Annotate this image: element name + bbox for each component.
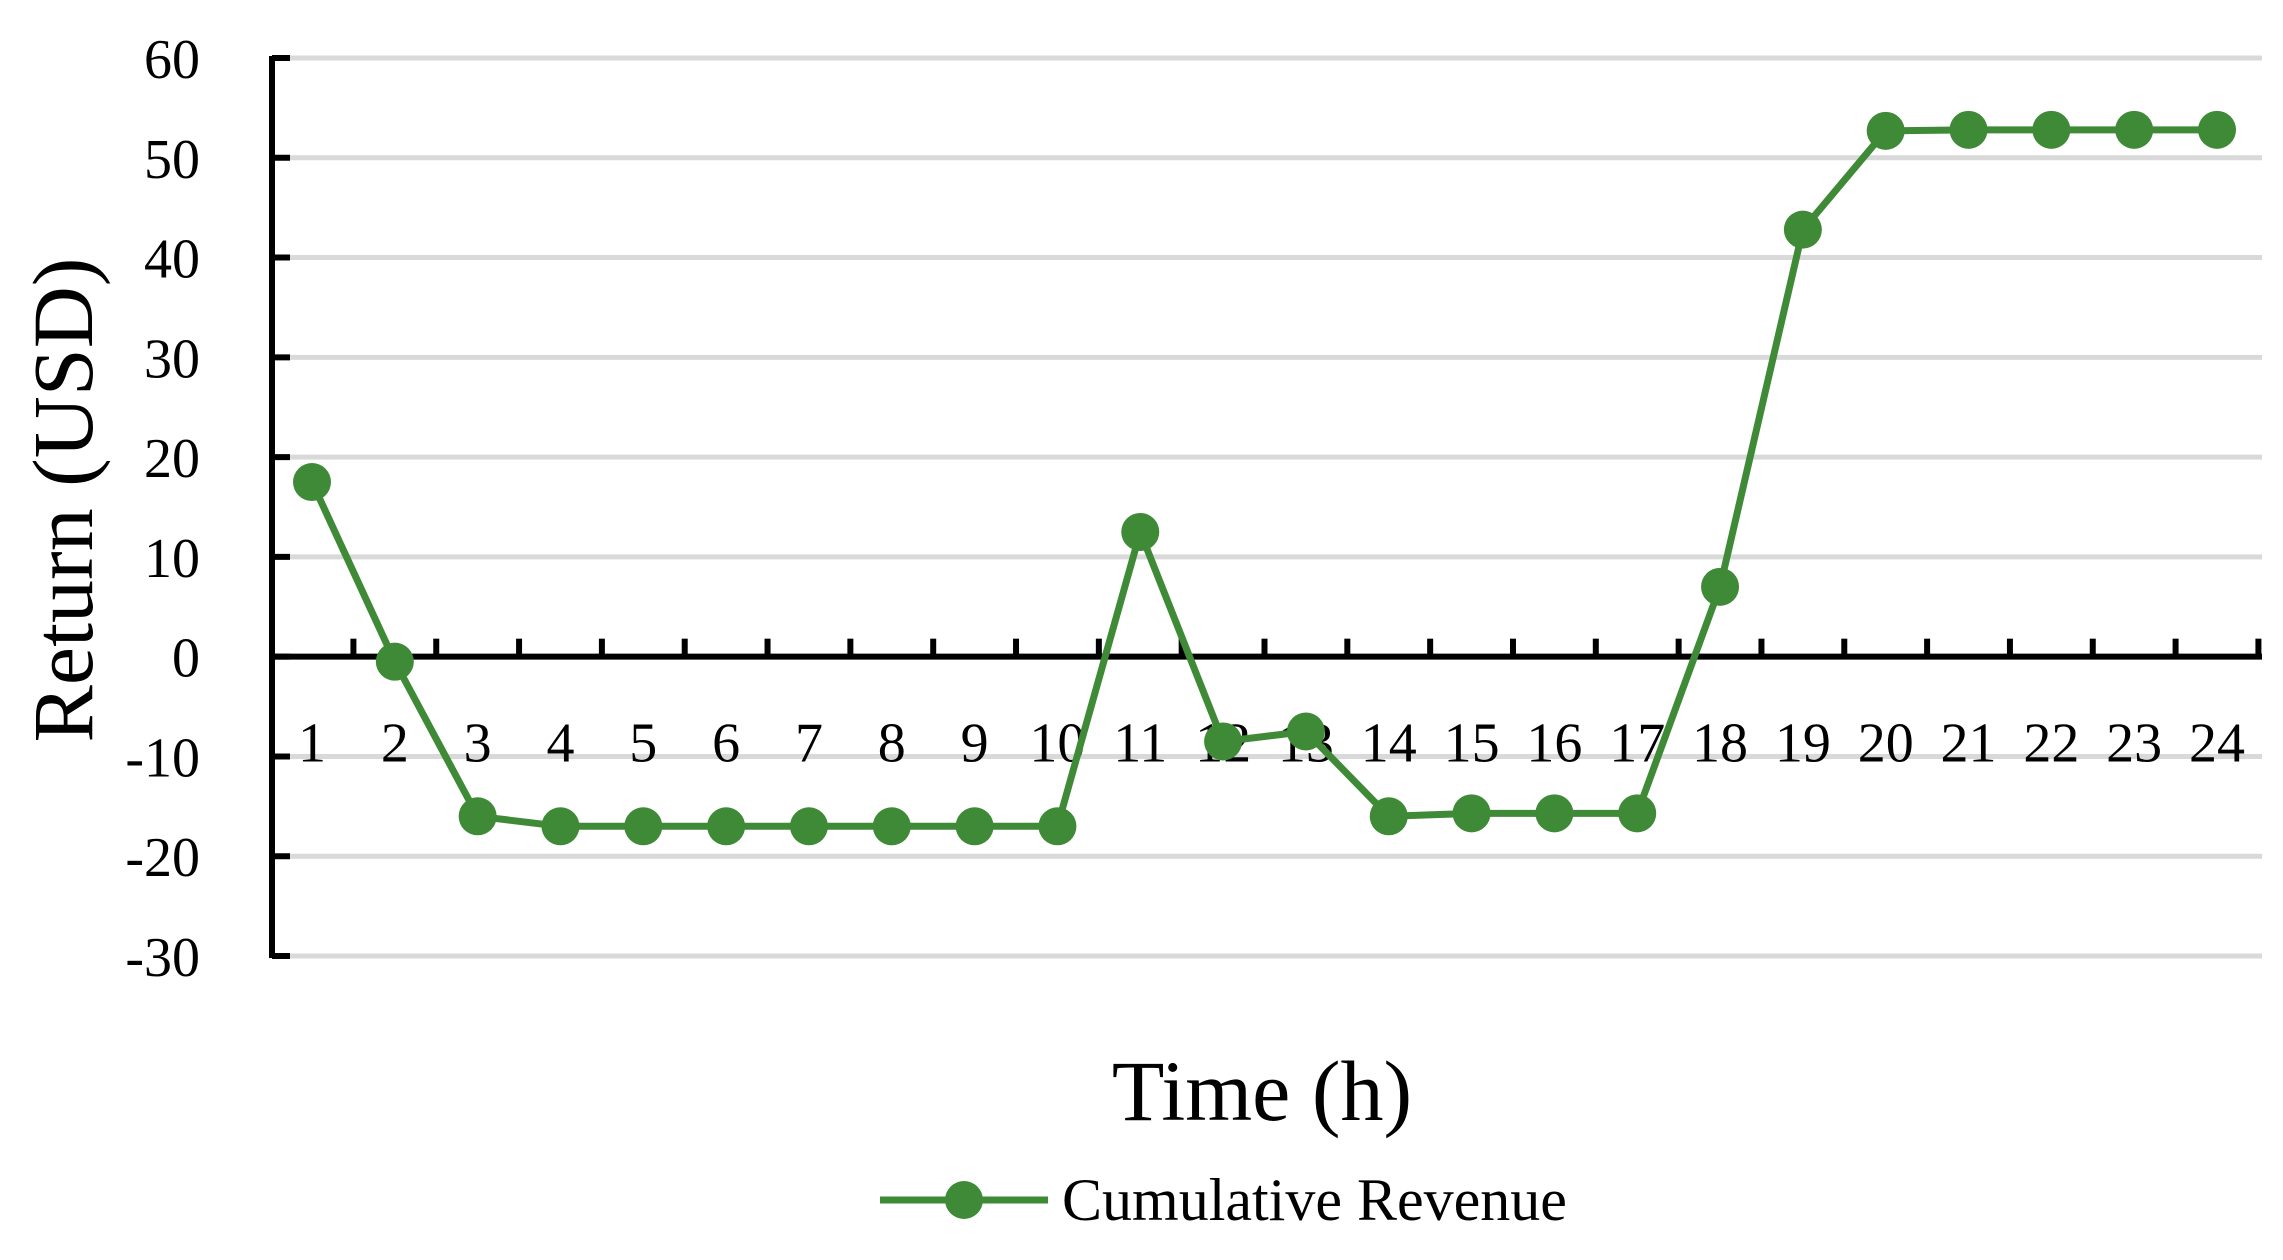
y-tick-label: 10 <box>144 528 200 590</box>
y-axis-title: Return (USD) <box>15 258 111 743</box>
y-tick-label: -20 <box>125 827 200 889</box>
x-tick-label: 24 <box>2189 713 2245 775</box>
data-point <box>1452 794 1491 833</box>
x-tick-label: 2 <box>381 713 409 775</box>
data-point <box>1535 794 1574 833</box>
data-point <box>707 807 746 846</box>
x-tick-label: 19 <box>1775 713 1831 775</box>
y-tick-labels: -30 -20 -10 0 10 20 30 40 50 60 <box>125 29 200 989</box>
x-tick-labels: 123456789101112131415161718192021222324 <box>298 713 2245 775</box>
data-point <box>872 807 911 846</box>
x-tick-label: 9 <box>961 713 989 775</box>
x-tick-label: 1 <box>298 713 326 775</box>
x-tick-label: 16 <box>1526 713 1582 775</box>
data-point <box>955 807 994 846</box>
data-point <box>624 807 663 846</box>
data-point <box>2198 110 2236 149</box>
x-tick-label: 21 <box>1941 713 1997 775</box>
gridlines <box>272 55 2262 959</box>
y-tick-label: -30 <box>125 927 200 989</box>
data-point <box>789 807 828 846</box>
data-point <box>1949 110 1988 149</box>
data-point <box>1701 567 1740 606</box>
y-tick-label: 50 <box>144 129 200 191</box>
y-tick-label: 0 <box>172 628 200 690</box>
data-point <box>1204 722 1243 761</box>
x-axis-title: Time (h) <box>1112 1043 1412 1139</box>
data-point <box>1618 794 1657 833</box>
x-tick-label: 15 <box>1444 713 1500 775</box>
x-tick-label: 14 <box>1361 713 1417 775</box>
data-point <box>1121 512 1160 551</box>
y-tick-label: 20 <box>144 428 200 490</box>
series-line <box>308 126 2217 830</box>
axes <box>269 55 2262 959</box>
y-tick-label: 40 <box>144 229 200 291</box>
data-point <box>458 797 497 836</box>
x-tick-label: 5 <box>629 713 657 775</box>
y-tick-label: 60 <box>144 29 200 91</box>
x-tick-label: 8 <box>878 713 906 775</box>
legend: Cumulative Revenue <box>880 1167 1567 1233</box>
legend-label: Cumulative Revenue <box>1062 1167 1567 1233</box>
x-tick-label: 20 <box>1858 713 1914 775</box>
data-point <box>1038 807 1077 846</box>
data-point <box>293 463 331 502</box>
x-tick-label: 22 <box>2023 713 2079 775</box>
data-point <box>2032 110 2071 149</box>
y-tick-label: -10 <box>125 727 200 789</box>
x-tick-label: 11 <box>1113 713 1167 775</box>
y-tick-label: 30 <box>144 328 200 390</box>
series-layer <box>293 110 2236 846</box>
x-tick-label: 23 <box>2106 713 2162 775</box>
data-point <box>1866 111 1905 150</box>
x-tick-label: 4 <box>546 713 574 775</box>
data-point <box>1286 712 1325 751</box>
x-tick-label: 3 <box>464 713 492 775</box>
data-point <box>2115 110 2154 149</box>
data-point <box>541 807 580 846</box>
legend-point-marker <box>945 1181 983 1219</box>
x-tick-label: 6 <box>712 713 740 775</box>
data-point <box>1783 210 1822 249</box>
x-tick-label: 7 <box>795 713 823 775</box>
data-point <box>1369 797 1408 836</box>
x-tick-label: 18 <box>1692 713 1748 775</box>
data-point <box>375 642 414 681</box>
